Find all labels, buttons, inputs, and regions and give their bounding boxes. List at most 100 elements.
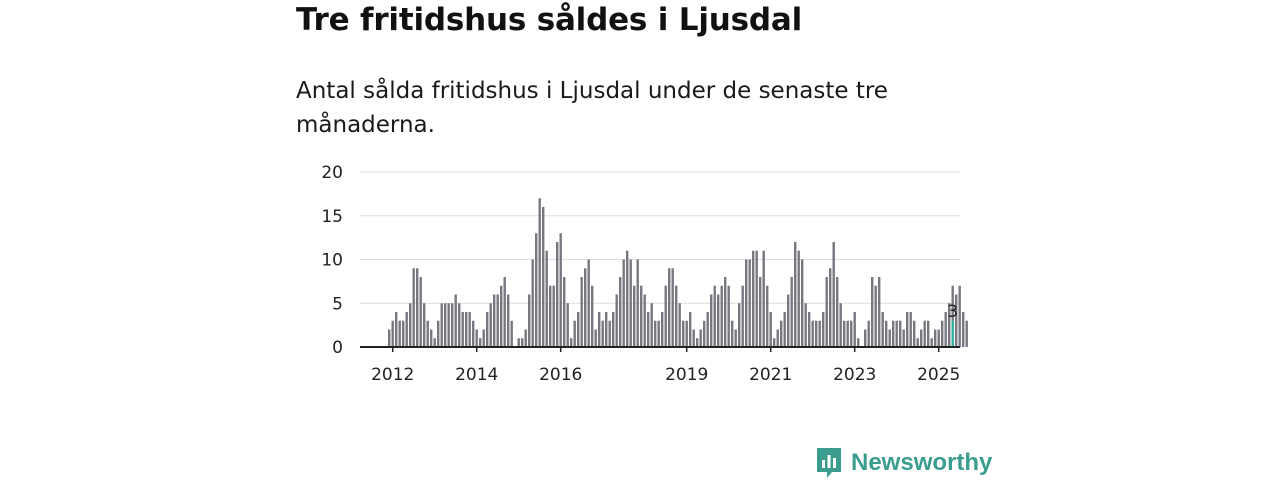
- bar: [685, 320, 688, 347]
- bar: [496, 294, 499, 347]
- bar: [748, 259, 751, 347]
- bar: [647, 312, 650, 347]
- bar: [416, 268, 419, 347]
- bar: [559, 233, 562, 347]
- y-tick-label: 5: [332, 294, 343, 314]
- bar-value-label: 3: [947, 302, 958, 322]
- x-tick-label: 2019: [665, 365, 708, 385]
- bar: [426, 320, 429, 347]
- bar: [846, 320, 849, 347]
- bar: [475, 329, 478, 347]
- bar: [906, 312, 909, 347]
- bar: [878, 277, 881, 347]
- bar: [552, 285, 555, 347]
- bar: [794, 242, 797, 347]
- bar: [584, 268, 587, 347]
- y-tick-label: 15: [321, 207, 343, 227]
- bar: [738, 303, 741, 347]
- chart-card: Tre fritidshus såldes i Ljusdal Antal så…: [296, 0, 996, 480]
- bar: [398, 320, 401, 347]
- bar: [927, 320, 930, 347]
- x-tick-label: 2021: [749, 365, 792, 385]
- x-tick-label: 2025: [917, 365, 960, 385]
- x-tick-label: 2012: [371, 365, 414, 385]
- bar: [815, 320, 818, 347]
- bar: [563, 277, 566, 347]
- bar: [489, 303, 492, 347]
- bar: [689, 312, 692, 347]
- bar: [447, 303, 450, 347]
- bar: [608, 320, 611, 347]
- bar: [836, 277, 839, 347]
- bar: [941, 320, 944, 347]
- bar: [444, 303, 447, 347]
- bar: [762, 250, 765, 347]
- bar: [955, 294, 958, 347]
- bar: [934, 329, 937, 347]
- bar: [920, 329, 923, 347]
- bar: [675, 285, 678, 347]
- bar: [909, 312, 912, 347]
- bar: [517, 338, 520, 347]
- bar: [853, 312, 856, 347]
- x-tick-label: 2016: [539, 365, 582, 385]
- bar: [605, 312, 608, 347]
- bar: [570, 338, 573, 347]
- bar: [391, 320, 394, 347]
- bar: [472, 320, 475, 347]
- bar-highlight: [951, 320, 954, 347]
- bar: [535, 233, 538, 347]
- bar: [864, 329, 867, 347]
- bar: [587, 259, 590, 347]
- bar: [402, 320, 405, 347]
- bar: [741, 285, 744, 347]
- bar: [521, 338, 524, 347]
- bar: [797, 250, 800, 347]
- bar: [661, 312, 664, 347]
- bar: [776, 329, 779, 347]
- bar: [580, 277, 583, 347]
- bar: [528, 294, 531, 347]
- bar: [615, 294, 618, 347]
- bar: [601, 320, 604, 347]
- bar: [867, 320, 870, 347]
- bar: [804, 303, 807, 347]
- bar: [692, 329, 695, 347]
- bar: [965, 320, 968, 347]
- bar: [944, 312, 947, 347]
- bar: [479, 338, 482, 347]
- bar: [717, 294, 720, 347]
- y-tick-label: 10: [321, 251, 343, 271]
- bar: [923, 320, 926, 347]
- bar: [671, 268, 674, 347]
- bar: [682, 320, 685, 347]
- bar: [913, 320, 916, 347]
- bar: [409, 303, 412, 347]
- bar: [654, 320, 657, 347]
- bar: [633, 285, 636, 347]
- newsworthy-logo: Newsworthy: [815, 446, 992, 480]
- bar: [622, 259, 625, 347]
- bar: [454, 294, 457, 347]
- bar: [388, 329, 391, 347]
- bar: [405, 312, 408, 347]
- newsworthy-logo-icon: [817, 448, 841, 478]
- bar: [902, 329, 905, 347]
- bar: [486, 312, 489, 347]
- bar: [437, 320, 440, 347]
- bar: [465, 312, 468, 347]
- bar: [703, 320, 706, 347]
- bar: [545, 250, 548, 347]
- bar: [629, 259, 632, 347]
- bar: [895, 320, 898, 347]
- bar: [916, 338, 919, 347]
- bar: [801, 259, 804, 347]
- bar: [549, 285, 552, 347]
- bar: [458, 303, 461, 347]
- bar: [696, 338, 699, 347]
- bar: [573, 320, 576, 347]
- bar: [759, 277, 762, 347]
- bar: [395, 312, 398, 347]
- bar: [787, 294, 790, 347]
